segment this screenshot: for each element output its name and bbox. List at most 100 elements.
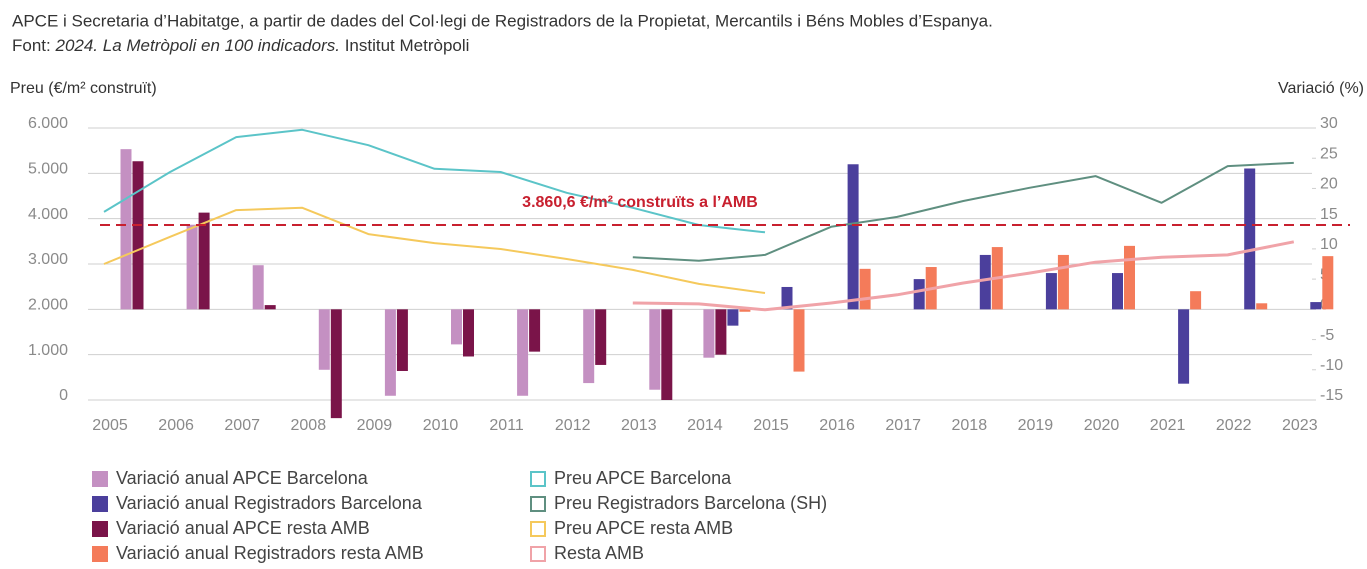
y2-tick-label: -10: [1320, 357, 1343, 374]
y-tick-label: 0: [59, 387, 68, 404]
bar: [463, 309, 474, 357]
line: [103, 128, 766, 234]
line: [632, 240, 1295, 312]
legend-swatch: [530, 471, 546, 487]
x-tick-label: 2022: [1216, 417, 1252, 434]
legend-swatch: [92, 521, 108, 537]
x-tick-label: 2020: [1084, 417, 1120, 434]
bar: [595, 309, 607, 365]
y-tick-label: 5.000: [28, 161, 68, 178]
y-tick-label: 4.000: [28, 206, 68, 223]
bar: [859, 268, 871, 310]
y2-tick-label: -15: [1320, 387, 1343, 404]
bar: [583, 309, 595, 384]
x-tick-label: 2019: [1018, 417, 1054, 434]
y2-tick-label: 15: [1320, 206, 1338, 223]
legend-label: Preu APCE resta AMB: [554, 518, 733, 538]
legend-label: Variació anual APCE Barcelona: [116, 468, 369, 488]
line: [103, 206, 766, 294]
source-title: 2024. La Metròpoli en 100 indicadors.: [54, 36, 339, 55]
x-tick-label: 2005: [92, 417, 128, 434]
bar: [1057, 254, 1069, 310]
bar: [252, 265, 264, 310]
legend-swatch: [530, 521, 546, 537]
y2-tick-label: 10: [1320, 236, 1338, 253]
y2-axis-title: Variació (%): [1278, 80, 1364, 97]
bar: [847, 164, 859, 310]
y-tick-label: 1.000: [28, 342, 68, 359]
x-tick-label: 2018: [952, 417, 988, 434]
bar: [330, 309, 342, 419]
bar: [727, 309, 739, 326]
bar: [517, 309, 529, 396]
legend-swatch: [92, 471, 108, 487]
bar: [1322, 256, 1334, 310]
x-tick-label: 2017: [885, 417, 921, 434]
y2-tick-label: 20: [1320, 176, 1338, 193]
legend-label: Preu APCE Barcelona: [554, 468, 732, 488]
x-tick-label: 2016: [819, 417, 855, 434]
source: Font: 2024. La Metròpoli en 100 indicado…: [12, 36, 469, 55]
y-tick-label: 6.000: [28, 115, 68, 132]
bar: [384, 309, 396, 396]
chart-title: APCE i Secretaria d’Habitatge, a partir …: [12, 11, 993, 30]
x-tick-label: 2006: [158, 417, 194, 434]
bar: [1112, 273, 1123, 310]
x-tick-label: 2011: [489, 417, 524, 434]
x-tick-label: 2023: [1282, 417, 1318, 434]
source-org: Institut Metròpoli: [345, 36, 470, 55]
legend-label: Variació anual Registradors resta AMB: [116, 543, 424, 563]
bar: [318, 309, 330, 370]
bar: [1190, 291, 1202, 310]
x-tick-label: 2015: [753, 417, 789, 434]
source-label: Font:: [12, 36, 51, 55]
x-tick-label: 2013: [621, 417, 657, 434]
y2-tick-label: -5: [1320, 327, 1334, 344]
x-tick-label: 2008: [291, 417, 327, 434]
bar: [186, 224, 198, 310]
bar: [781, 286, 793, 310]
bar: [979, 254, 991, 310]
bar: [1045, 273, 1057, 310]
bar: [120, 149, 132, 310]
bar: [661, 309, 673, 400]
x-tick-label: 2012: [555, 417, 591, 434]
bar: [132, 161, 144, 310]
legend-swatch: [530, 546, 546, 562]
bar: [1244, 168, 1256, 310]
reference-label: 3.860,6 €/m² construïts a l’AMB: [522, 194, 758, 211]
legend-swatch: [92, 496, 108, 512]
x-tick-label: 2014: [687, 417, 723, 434]
bar: [529, 309, 541, 352]
legend-label: Resta AMB: [554, 543, 644, 563]
legend-label: Variació anual Registradors Barcelona: [116, 493, 423, 513]
bar: [913, 279, 925, 310]
y2-tick-label: 25: [1320, 145, 1338, 162]
bar: [649, 309, 661, 390]
bar: [264, 305, 276, 310]
x-tick-label: 2009: [357, 417, 393, 434]
legend-swatch: [92, 546, 108, 562]
y2-tick-label: 30: [1320, 115, 1338, 132]
bar: [715, 309, 727, 355]
bar: [451, 309, 462, 345]
y-axis-title: Preu (€/m² construït): [10, 80, 157, 97]
x-tick-label: 2007: [224, 417, 260, 434]
bar: [1256, 303, 1268, 310]
legend-label: Preu Registradors Barcelona (SH): [554, 493, 827, 513]
y-tick-label: 3.000: [28, 251, 68, 268]
bar: [396, 309, 408, 371]
bar: [1124, 245, 1135, 310]
bar: [1310, 302, 1322, 310]
legend-label: Variació anual APCE resta AMB: [116, 518, 370, 538]
bar: [793, 309, 805, 372]
bar: [703, 309, 715, 358]
bar: [739, 309, 751, 312]
line: [632, 161, 1294, 262]
x-tick-label: 2021: [1150, 417, 1186, 434]
legend-swatch: [530, 496, 546, 512]
bar: [1178, 309, 1190, 384]
bar: [198, 212, 210, 310]
y-tick-label: 2.000: [28, 297, 68, 314]
